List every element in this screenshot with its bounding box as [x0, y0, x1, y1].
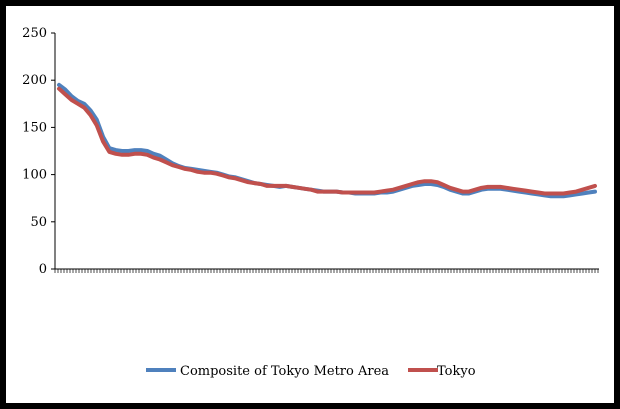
legend-label-1: Tokyo: [437, 364, 476, 379]
line-chart: 0 50 100 150 200 250 Composite of Tokyo Metro…: [22, 26, 599, 379]
legend: Composite of Tokyo Metro Area Tokyo: [146, 364, 476, 379]
chart-frame: 0 50 100 150 200 250 Composite of Tokyo Metro…: [6, 6, 614, 403]
y-tick-label: 100: [22, 168, 47, 183]
series-layer: [57, 82, 597, 199]
y-tick-label: 0: [39, 262, 47, 277]
series-line-0: [57, 82, 597, 199]
y-tick-label: 150: [22, 120, 47, 135]
y-tick-label: 50: [30, 215, 47, 230]
y-tick-label: 200: [22, 73, 47, 88]
y-tick-label: 250: [22, 26, 47, 41]
axes: 0 50 100 150 200 250: [22, 26, 599, 277]
legend-label-0: Composite of Tokyo Metro Area: [180, 364, 389, 379]
series-line-1: [57, 86, 597, 196]
